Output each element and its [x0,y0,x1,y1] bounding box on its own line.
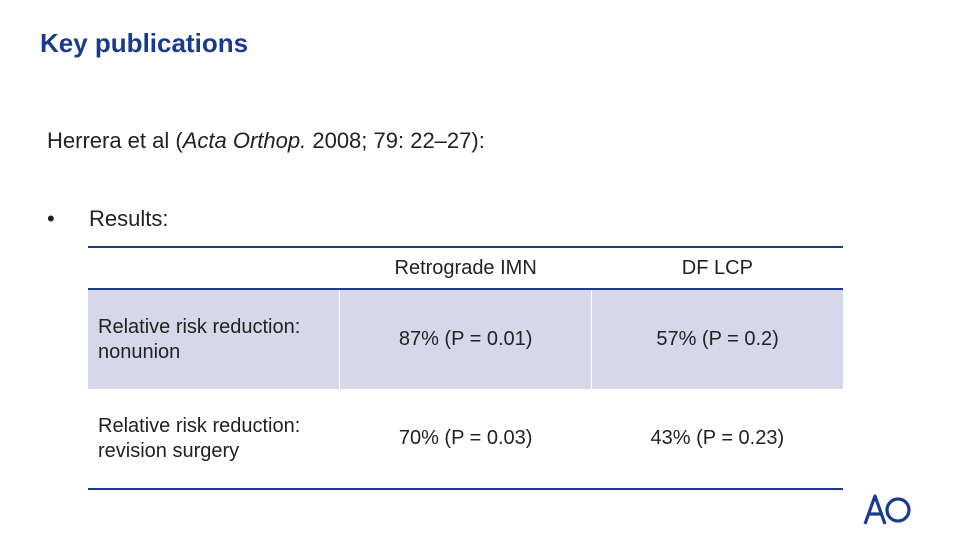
bullet-results: • Results: [47,206,168,232]
citation-prefix: Herrera et al ( [47,128,183,153]
row-label: Relative risk reduction: revision surger… [88,389,340,490]
citation-journal: Acta Orthop. [182,128,307,153]
table-row: Relative risk reduction: nonunion 87% (P… [88,289,843,389]
header-empty [88,246,340,290]
row-value-lcp: 43% (P = 0.23) [591,389,843,490]
bullet-symbol: • [47,206,55,231]
bullet-text: Results: [89,206,169,231]
row-value-lcp: 57% (P = 0.2) [656,328,779,350]
header-retrograde-imn: Retrograde IMN [339,246,592,290]
table-row: Relative risk reduction: revision surger… [88,389,843,490]
row-value-imn: 70% (P = 0.03) [339,389,592,490]
citation-suffix: 2008; 79: 22–27): [306,128,485,153]
ao-logo [863,494,911,525]
row-value-imn: 87% (P = 0.01) [339,289,593,389]
table-header-row: Retrograde IMN DF LCP [88,246,843,290]
citation: Herrera et al (Acta Orthop. 2008; 79: 22… [47,128,485,154]
row-label: Relative risk reduction: nonunion [88,289,341,389]
results-table: Retrograde IMN DF LCP Relative risk redu… [88,246,843,490]
header-df-lcp: DF LCP [591,246,843,290]
slide-title: Key publications [40,28,249,58]
